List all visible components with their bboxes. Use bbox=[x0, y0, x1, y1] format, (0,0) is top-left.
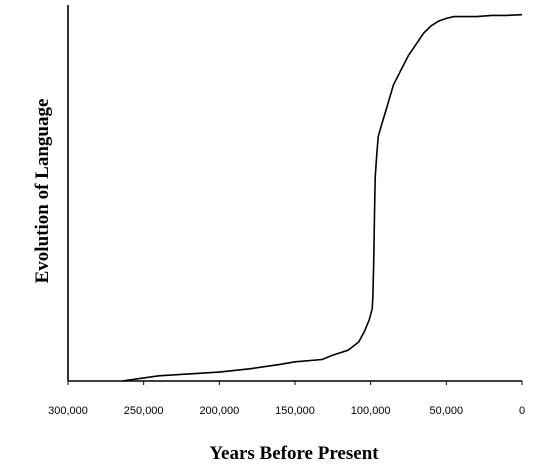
x-ticks: 300,000 250,000 200,000 150,000 100,000 50,00… bbox=[48, 381, 525, 417]
x-tick-label: 250,000 bbox=[124, 405, 164, 417]
series-line bbox=[122, 13, 523, 382]
x-tick-label: 0 bbox=[519, 405, 525, 417]
x-tick-label: 200,000 bbox=[199, 405, 239, 417]
x-tick-label: 150,000 bbox=[275, 405, 315, 417]
x-axis-title: Years Before Present bbox=[209, 443, 379, 464]
x-tick-label: 100,000 bbox=[351, 405, 391, 417]
y-axis-title: Evolution of Language bbox=[32, 99, 53, 284]
x-tick-label: 300,000 bbox=[48, 405, 88, 417]
x-tick-label: 50,000 bbox=[430, 405, 464, 417]
